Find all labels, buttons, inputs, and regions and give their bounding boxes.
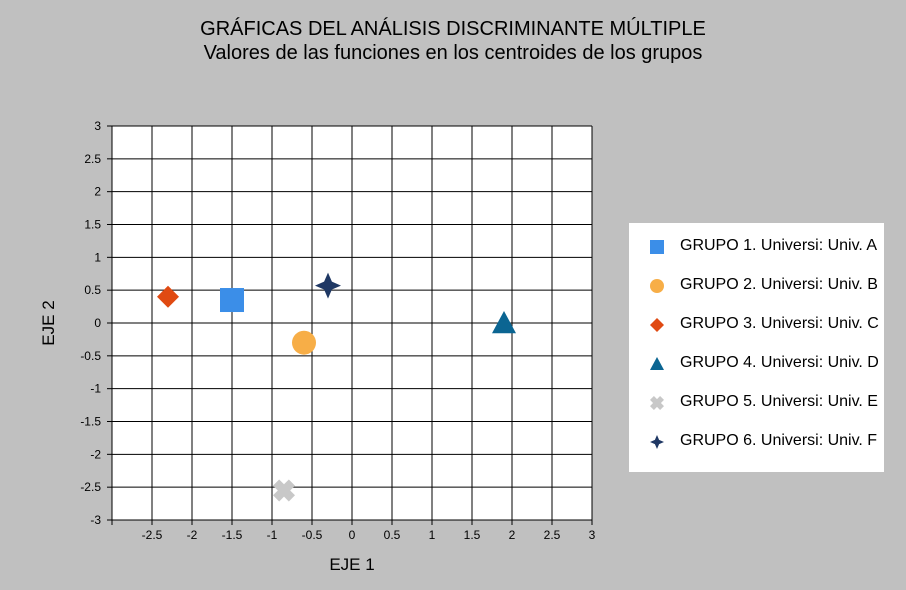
legend-label: GRUPO 1. Universi: Univ. A <box>680 237 878 254</box>
legend-label: GRUPO 3. Universi: Univ. C <box>680 315 879 332</box>
legend-label: GRUPO 5. Universi: Univ. E <box>680 393 878 410</box>
legend-item: GRUPO 6. Universi: Univ. F <box>629 423 884 462</box>
y-tick-label: 2.5 <box>84 152 101 166</box>
legend-label: GRUPO 4. Universi: Univ. D <box>680 354 879 371</box>
legend-marker-circle-icon <box>650 279 664 293</box>
data-point-group-5 <box>273 479 295 502</box>
x-tick-label: 3 <box>589 528 596 542</box>
chart-title: GRÁFICAS DEL ANÁLISIS DISCRIMINANTE MÚLT… <box>200 18 706 40</box>
legend-marker-triangle-icon <box>650 357 664 370</box>
y-tick-label: 0 <box>94 316 101 330</box>
data-point-group-1 <box>220 288 244 313</box>
y-tick-label: 0.5 <box>84 283 101 297</box>
legend-item: GRUPO 2. Universi: Univ. B <box>629 267 884 306</box>
y-tick-label: -0.5 <box>80 349 101 363</box>
data-point-group-4 <box>492 311 516 334</box>
legend-item: GRUPO 3. Universi: Univ. C <box>629 306 884 345</box>
y-tick-label: 2 <box>94 185 101 199</box>
y-tick-label: 3 <box>94 119 101 133</box>
legend-marker-shape <box>650 240 664 254</box>
x-tick-label: 2.5 <box>544 528 561 542</box>
x-tick-label: 2 <box>509 528 516 542</box>
y-tick-label: -1 <box>90 382 101 396</box>
legend-item: GRUPO 4. Universi: Univ. D <box>629 345 884 384</box>
data-point-group-6 <box>315 272 341 299</box>
legend-marker-shape <box>650 318 664 332</box>
legend-item: GRUPO 5. Universi: Univ. E <box>629 384 884 423</box>
chart-legend: GRUPO 1. Universi: Univ. A GRUPO 2. Unive… <box>629 223 884 472</box>
x-tick-label: 0 <box>349 528 356 542</box>
y-tick-label: 1 <box>94 250 101 264</box>
x-tick-label: 1.5 <box>464 528 481 542</box>
legend-marker-square-icon <box>650 240 664 254</box>
x-tick-label: -0.5 <box>302 528 323 542</box>
data-point-group-2 <box>292 330 316 355</box>
legend-marker-diamond-icon <box>650 318 664 332</box>
y-tick-label: -2 <box>90 447 101 461</box>
x-tick-label: 0.5 <box>384 528 401 542</box>
x-tick-label: -1.5 <box>222 528 243 542</box>
legend-marker-x-icon <box>650 396 664 410</box>
legend-marker-star4-icon <box>650 435 664 449</box>
legend-marker-shape <box>650 396 664 410</box>
y-tick-label: 1.5 <box>84 218 101 232</box>
x-axis-label: EJE 1 <box>329 555 374 574</box>
legend-marker-shape <box>650 279 664 293</box>
legend-marker-shape <box>650 357 664 370</box>
legend-marker-shape <box>650 435 664 449</box>
y-tick-label: -3 <box>90 513 101 527</box>
y-tick-label: -2.5 <box>80 480 101 494</box>
legend-label: GRUPO 2. Universi: Univ. B <box>680 276 878 293</box>
x-tick-label: -1 <box>267 528 278 542</box>
data-point-group-3 <box>157 285 179 308</box>
legend-label: GRUPO 6. Universi: Univ. F <box>680 432 878 449</box>
x-tick-label: 1 <box>429 528 436 542</box>
y-axis-label: EJE 2 <box>39 300 58 345</box>
legend-item: GRUPO 1. Universi: Univ. A <box>629 228 884 267</box>
x-tick-label: -2.5 <box>142 528 163 542</box>
y-tick-label: -1.5 <box>80 415 101 429</box>
x-tick-label: -2 <box>187 528 198 542</box>
chart-subtitle: Valores de las funciones en los centroid… <box>203 42 703 64</box>
